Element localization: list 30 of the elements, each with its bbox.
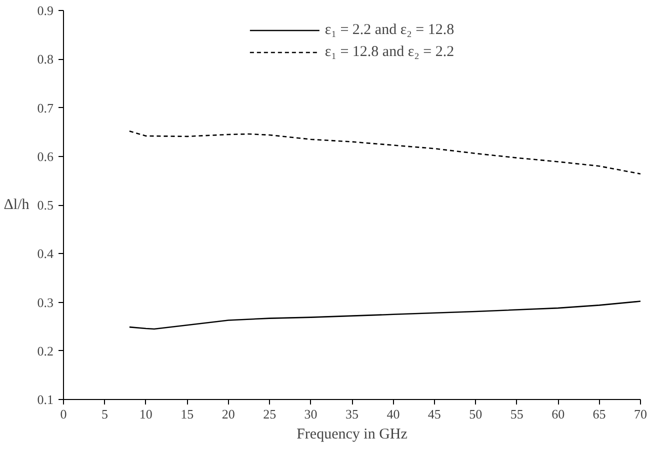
x-tick-label: 50 [469, 406, 482, 422]
x-tick-label: 35 [346, 406, 358, 422]
y-tick-label: 0.5 [37, 198, 54, 212]
x-tick-label: 40 [386, 406, 400, 422]
x-tick-label: 30 [304, 406, 318, 422]
x-tick-label: 60 [552, 406, 565, 422]
x-tick-label: 15 [180, 406, 194, 422]
line-series [128, 300, 640, 330]
x-tick-label: 70 [634, 406, 647, 422]
y-tick-label: 0.3 [37, 294, 54, 310]
line-series [128, 130, 640, 175]
legend-label: ε₁ = 12.8 and ε₂ = 2.2 [324, 44, 454, 60]
y-tick-label: 0.6 [37, 148, 54, 164]
y-axis-title: Δl/h [4, 197, 30, 213]
y-tick-label: 0.1 [37, 392, 54, 407]
x-tick-label: 10 [139, 406, 152, 422]
x-tick-label: 5 [101, 406, 108, 422]
y-tick-label: 0.4 [37, 246, 54, 262]
x-tick-label: 20 [222, 406, 235, 422]
x-tick-label: 65 [592, 406, 606, 422]
x-axis-title: Frequency in GHz [296, 426, 408, 442]
x-tick-label: 0 [60, 406, 67, 422]
x-tick-label: 25 [263, 406, 276, 422]
legend-label: ε₁ = 2.2 and ε₂ = 12.8 [324, 22, 454, 38]
x-tick-label: 55 [510, 406, 524, 422]
y-tick-label: 0.9 [37, 3, 54, 18]
y-tick-label: 0.2 [37, 343, 54, 358]
y-tick-label: 0.7 [37, 100, 54, 116]
y-tick-label: 0.8 [37, 52, 54, 67]
x-tick-label: 45 [428, 406, 441, 422]
